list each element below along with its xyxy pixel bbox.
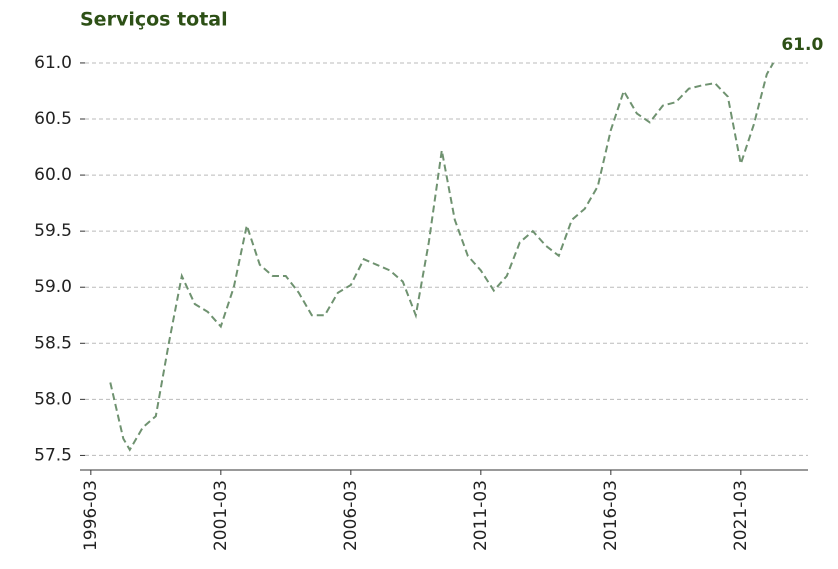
y-tick-label: 57.5	[34, 445, 72, 465]
y-tick-label: 60.5	[34, 109, 72, 129]
x-tick-label: 1996-03	[81, 480, 101, 551]
chart-title: Serviços total	[80, 9, 228, 31]
x-tick-label: 2006-03	[341, 480, 361, 551]
y-tick-label: 61.0	[34, 53, 72, 73]
x-tick-label: 2011-03	[471, 480, 491, 551]
y-tick-label: 58.0	[34, 389, 72, 409]
y-tick-label: 58.5	[34, 333, 72, 353]
x-tick-label: 2021-03	[731, 480, 751, 551]
end-label: 61.0	[781, 35, 823, 55]
y-tick-label: 59.0	[34, 277, 72, 297]
x-tick-label: 2016-03	[601, 480, 621, 551]
data-line	[109, 62, 775, 452]
y-tick-label: 59.5	[34, 221, 72, 241]
y-tick-label: 60.0	[34, 165, 72, 185]
x-tick-label: 2001-03	[211, 480, 231, 551]
